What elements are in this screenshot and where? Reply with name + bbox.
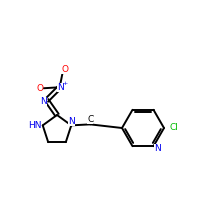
Text: O: O [36,84,43,93]
Text: N: N [40,97,47,106]
Text: Cl: Cl [170,123,178,132]
Text: O: O [61,65,68,74]
Text: N: N [154,144,161,153]
Text: C: C [87,115,93,124]
Text: N: N [68,117,75,126]
Text: HN: HN [28,121,41,130]
Text: +: + [62,81,67,86]
Text: N: N [57,83,64,92]
